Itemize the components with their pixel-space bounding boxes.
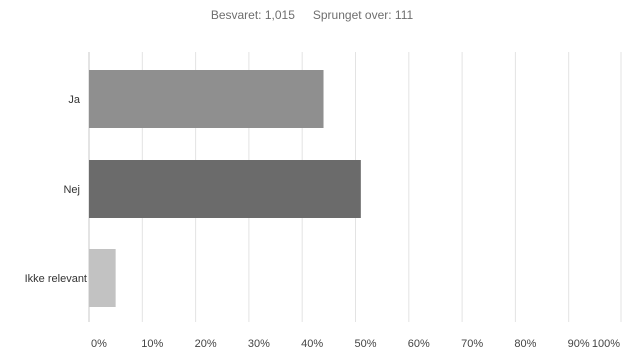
x-tick-label: 0% [91, 338, 107, 349]
bar-nej [89, 160, 361, 218]
skipped-count: Sprunget over: 111 [312, 8, 414, 22]
x-tick-label: 30% [248, 338, 270, 349]
x-tick-label: 80% [514, 338, 536, 349]
x-tick-label: 50% [354, 338, 376, 349]
category-label: Nej [63, 184, 80, 196]
x-tick-label: 10% [141, 338, 163, 349]
bar-ja [89, 70, 324, 128]
answered-count: Besvaret: 1,015 [210, 8, 295, 22]
x-tick-label: 40% [301, 338, 323, 349]
response-stats: Besvaret: 1,015 Sprunget over: 111 [0, 8, 624, 22]
x-tick-label: 100% [592, 338, 620, 349]
x-tick-label: 60% [408, 338, 430, 349]
x-tick-label: 70% [461, 338, 483, 349]
category-label: Ja [68, 94, 81, 106]
x-tick-label: 20% [195, 338, 217, 349]
bar-ikke-relevant [89, 249, 116, 307]
x-tick-label: 90% [568, 338, 590, 349]
category-label: Ikke relevant [25, 273, 87, 285]
